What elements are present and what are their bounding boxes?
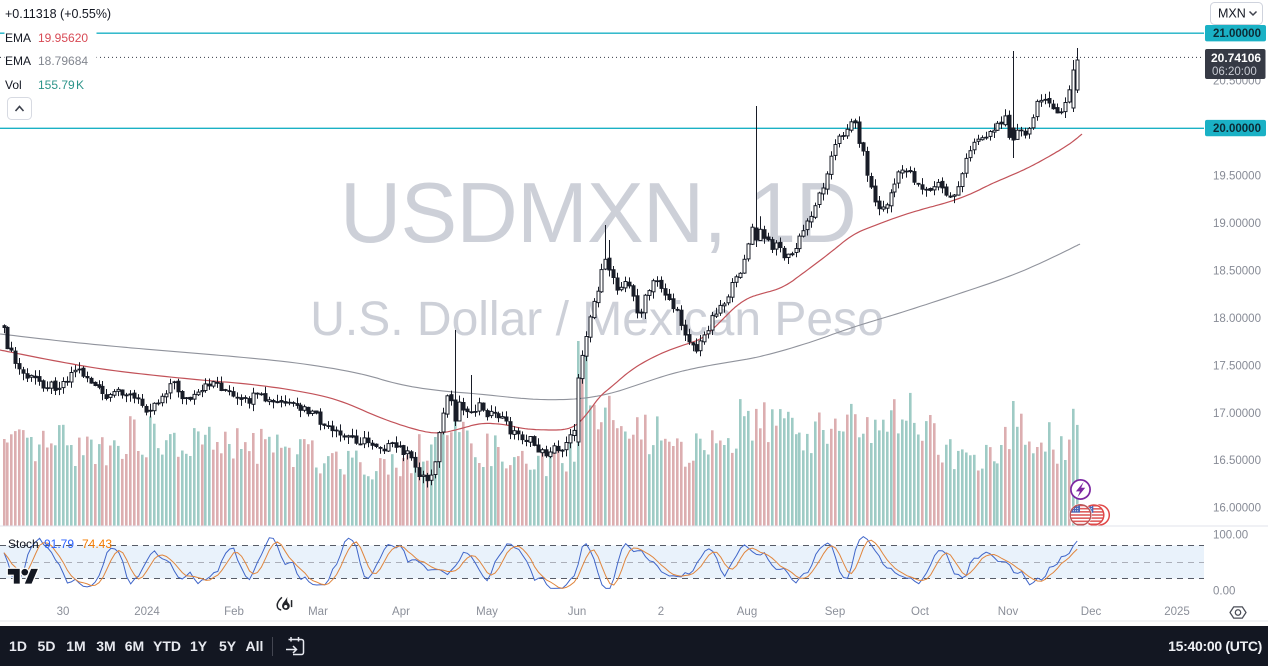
svg-text:19.95620: 19.95620 (38, 31, 88, 45)
svg-text:17.50000: 17.50000 (1213, 360, 1261, 372)
svg-text:1Y: 1Y (190, 638, 208, 654)
svg-text:Aug: Aug (737, 606, 757, 618)
svg-text:EMA: EMA (5, 54, 31, 68)
svg-text:5Y: 5Y (219, 638, 237, 654)
svg-text:19.00000: 19.00000 (1213, 218, 1261, 230)
svg-text:Nov: Nov (998, 606, 1019, 618)
svg-text:K: K (76, 78, 84, 92)
svg-text:Mar: Mar (308, 606, 328, 618)
svg-text:Vol: Vol (5, 78, 22, 92)
svg-text:1D: 1D (9, 638, 27, 654)
svg-text:Jun: Jun (568, 606, 587, 618)
svg-text:1M: 1M (66, 638, 85, 654)
svg-text:MXN: MXN (1218, 7, 1246, 21)
svg-text:2: 2 (658, 606, 664, 618)
svg-text:3M: 3M (96, 638, 115, 654)
svg-text:155.79: 155.79 (38, 78, 75, 92)
svg-text:Stoch: Stoch (8, 537, 39, 551)
svg-text:EMA: EMA (5, 31, 31, 45)
svg-text:30: 30 (57, 606, 70, 618)
svg-text:20.74106: 20.74106 (1211, 51, 1261, 65)
svg-text:20.00000: 20.00000 (1213, 123, 1261, 135)
svg-text:15:40:00 (UTC): 15:40:00 (UTC) (1168, 638, 1262, 654)
svg-text:16.50000: 16.50000 (1213, 455, 1261, 467)
svg-text:91.79: 91.79 (44, 537, 74, 551)
svg-text:6M: 6M (125, 638, 144, 654)
svg-text:74.43: 74.43 (82, 537, 112, 551)
svg-text:21.00000: 21.00000 (1213, 28, 1261, 40)
svg-text:18.79684: 18.79684 (38, 54, 88, 68)
svg-text:19.50000: 19.50000 (1213, 171, 1261, 183)
svg-text:YTD: YTD (153, 638, 181, 654)
svg-text:Sep: Sep (825, 606, 845, 618)
svg-text:16.00000: 16.00000 (1213, 503, 1261, 515)
svg-text:18.00000: 18.00000 (1213, 313, 1261, 325)
svg-text:100.00: 100.00 (1213, 530, 1248, 542)
svg-text:Oct: Oct (911, 606, 930, 618)
svg-text:All: All (246, 638, 264, 654)
svg-text:5D: 5D (38, 638, 56, 654)
svg-text:Feb: Feb (224, 606, 244, 618)
svg-text:0.00: 0.00 (1213, 586, 1235, 598)
svg-text:Dec: Dec (1081, 606, 1102, 618)
svg-text:Apr: Apr (392, 606, 410, 618)
svg-text:17.00000: 17.00000 (1213, 408, 1261, 420)
svg-text:2024: 2024 (134, 606, 160, 618)
svg-text:18.50000: 18.50000 (1213, 265, 1261, 277)
svg-text:May: May (476, 606, 498, 618)
svg-text:06:20:00: 06:20:00 (1212, 66, 1257, 78)
svg-text:+0.11318 (+0.55%): +0.11318 (+0.55%) (5, 7, 111, 21)
svg-text:2025: 2025 (1164, 606, 1190, 618)
